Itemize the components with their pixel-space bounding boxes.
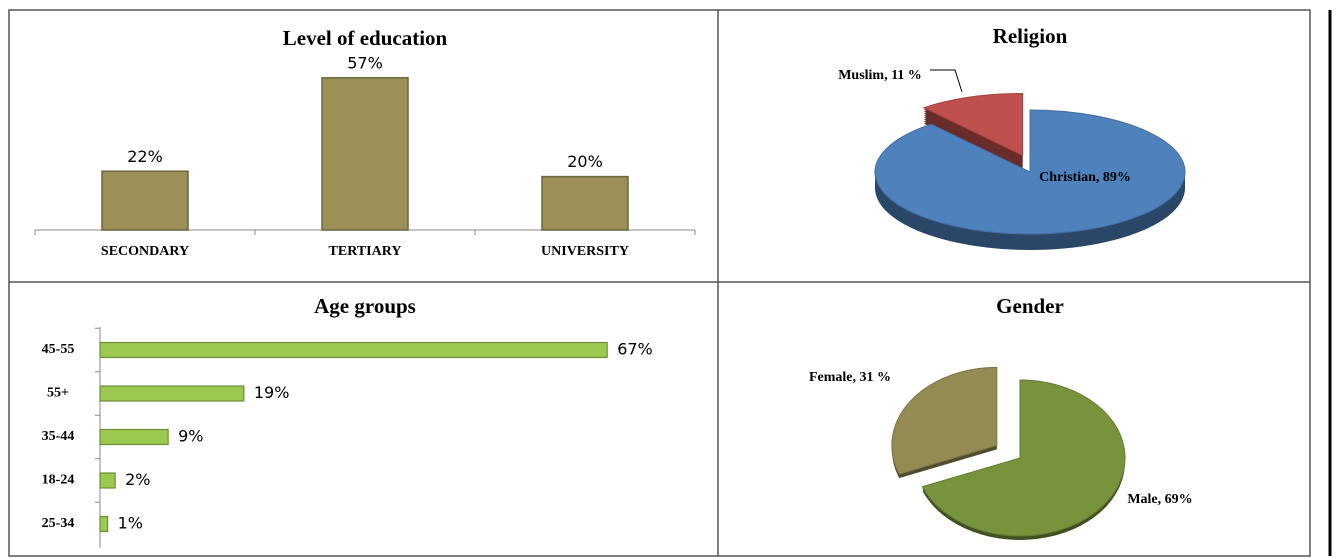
data-label: 22% (127, 147, 163, 166)
data-label: Male, 69% (1127, 492, 1192, 507)
slice (921, 379, 1126, 537)
data-label: 1% (118, 514, 143, 533)
bar (541, 175, 629, 231)
data-label: 20% (567, 152, 603, 171)
y-tick-label: 55+ (47, 386, 69, 401)
bar (101, 170, 189, 231)
data-label: Christian, 89% (1039, 170, 1131, 185)
y-tick-label: 18-24 (42, 473, 75, 488)
bar (99, 515, 109, 533)
outer-border (8, 9, 1311, 557)
data-label: Female, 31 % (809, 370, 891, 385)
data-label: 2% (125, 470, 150, 489)
x-tick-label: SECONDARY (101, 244, 189, 259)
slice (874, 109, 1186, 235)
chart-title: Age groups (314, 294, 416, 318)
data-label: 9% (178, 427, 203, 446)
slice (922, 92, 1024, 157)
chart-title: Level of education (283, 26, 448, 50)
y-tick-label: 45-55 (42, 342, 75, 357)
chart-title: Gender (996, 294, 1064, 318)
slice (891, 366, 998, 475)
bar (321, 77, 409, 231)
data-label: 19% (254, 383, 290, 402)
chart-title: Religion (993, 24, 1068, 48)
data-label: 57% (347, 53, 383, 72)
bar (99, 385, 245, 402)
bar (99, 472, 116, 489)
x-tick-label: UNIVERSITY (541, 244, 629, 259)
frame (8, 9, 1332, 557)
y-tick-label: 25-34 (42, 516, 75, 531)
bar (99, 428, 169, 446)
data-label: 67% (617, 340, 653, 359)
y-tick-label: 35-44 (42, 429, 75, 444)
x-tick-label: TERTIARY (329, 244, 402, 259)
data-label: Muslim, 11 % (838, 68, 922, 83)
leader-line (930, 69, 963, 93)
bar (99, 341, 608, 359)
